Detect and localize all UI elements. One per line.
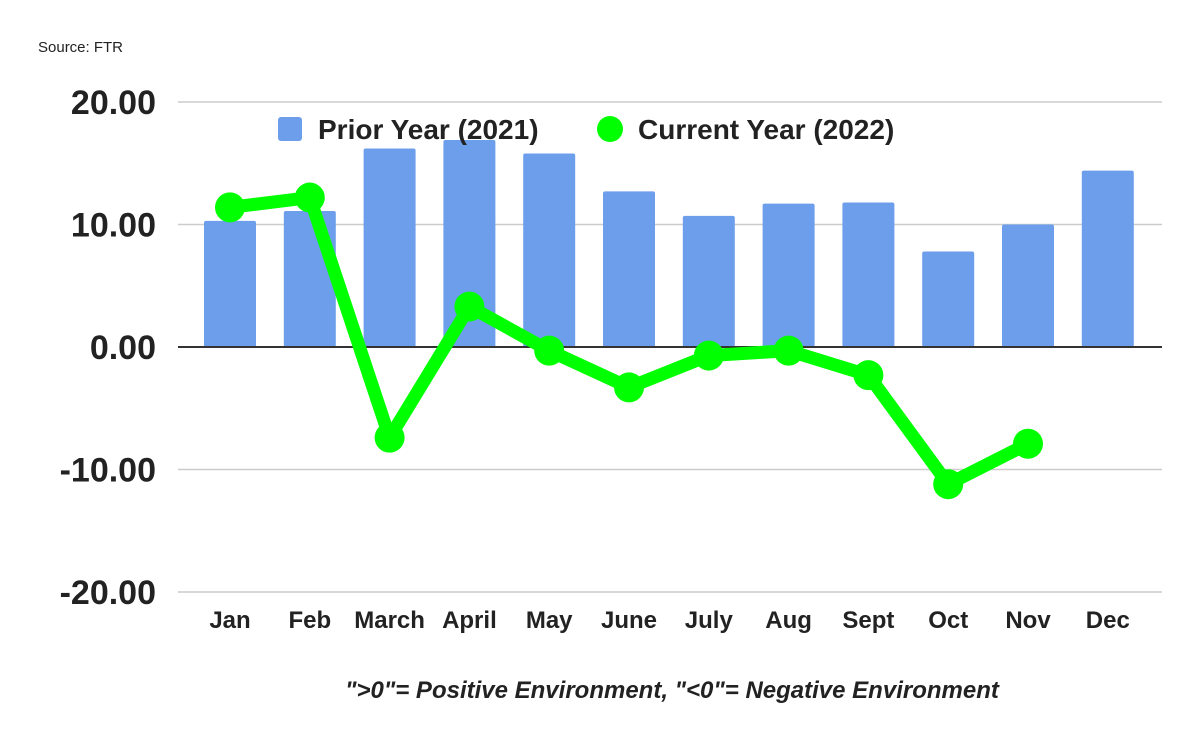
x-tick-label: Dec [1086,607,1130,634]
bar-prior-year-april [443,139,496,347]
bar-prior-year-dec [1081,170,1134,347]
legend-swatch-current-year [597,116,623,142]
bar-prior-year-july [682,215,735,347]
x-tick-label: May [526,607,573,634]
x-tick-label: Nov [1005,607,1051,634]
bar-prior-year-feb [283,211,336,347]
y-tick-label: 0.00 [90,329,156,367]
legend-swatch-prior-year [278,117,302,141]
x-tick-label: Sept [842,607,894,634]
point-current-year-april [454,291,485,322]
bar-prior-year-aug [762,203,815,347]
bar-prior-year-may [523,153,576,347]
point-current-year-sept [853,360,884,391]
bar-prior-year-nov [1002,224,1054,347]
y-tick-label: 20.00 [71,84,156,122]
y-tick-label: 10.00 [71,207,156,245]
point-current-year-nov [1013,428,1043,459]
point-current-year-aug [773,335,804,366]
source-label: Source: FTR [38,39,123,56]
x-tick-label: April [442,607,497,634]
x-tick-label: Oct [928,607,968,634]
y-tick-label: -10.00 [60,452,156,490]
x-tick-label: Aug [765,607,812,634]
bar-prior-year-oct [922,251,975,347]
x-tick-label: June [601,607,657,634]
legend-label-prior-year: Prior Year (2021) [318,114,539,145]
legend-label-current-year: Current Year (2022) [638,114,894,145]
x-tick-label: March [354,607,425,634]
legend: Prior Year (2021) Current Year (2022) [278,114,894,145]
y-tick-label: -20.00 [60,574,156,612]
x-tick-label: July [685,607,734,634]
bar-prior-year-sept [842,202,895,347]
point-current-year-may [534,335,565,366]
point-current-year-july [693,340,724,371]
bar-prior-year-jan [204,220,256,347]
point-current-year-jan [215,192,245,223]
x-tick-label: Feb [288,607,331,634]
point-current-year-june [614,372,644,403]
point-current-year-oct [933,469,964,500]
bar-prior-year-march [363,148,416,347]
x-tick-label: Jan [209,607,250,634]
point-current-year-march [374,422,405,453]
point-current-year-feb [294,182,325,213]
bar-prior-year-june [603,191,655,347]
footnote: ">0"= Positive Environment, "<0"= Negati… [345,677,1000,704]
